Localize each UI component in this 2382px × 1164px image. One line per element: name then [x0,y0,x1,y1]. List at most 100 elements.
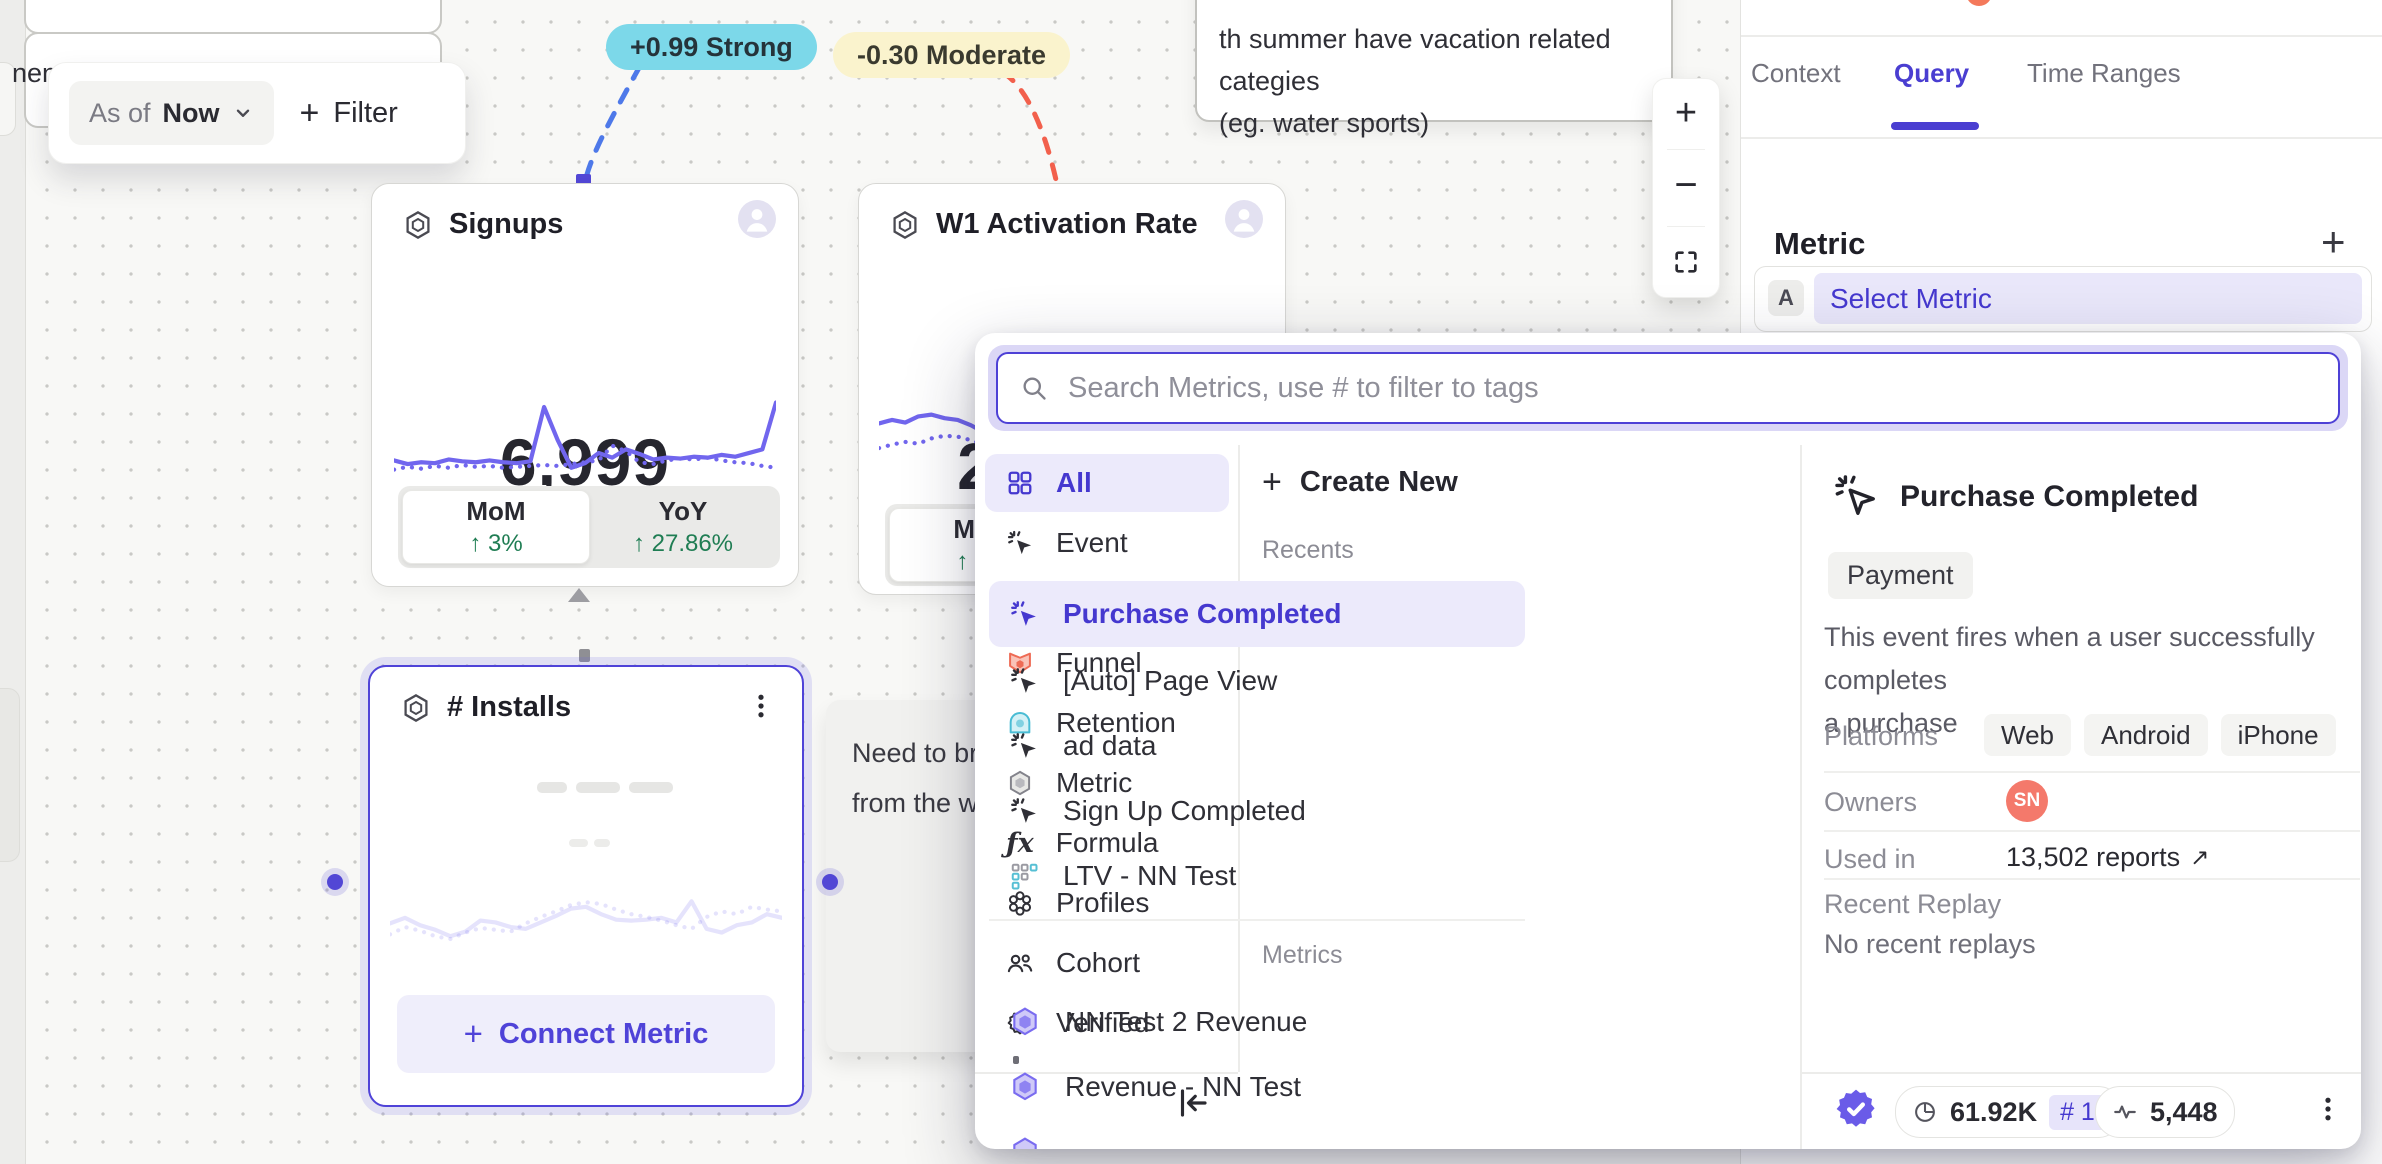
category-metric[interactable]: Metric [985,754,1229,812]
tab-query[interactable]: Query [1894,58,1970,88]
fit-view-button[interactable] [1653,227,1719,297]
recent-item-auto-page-view[interactable]: [Auto] Page View [989,648,1525,714]
metric-item-revenue-nn-test[interactable]: Revenue - NN Test [989,1054,1525,1120]
yoy-toggle[interactable]: YoY ↑ 27.86% [590,490,776,564]
category-all[interactable]: All [985,454,1229,512]
zoom-in-button[interactable]: + [1674,92,1698,135]
used-in-label: Used in [1824,844,1916,874]
gutter-handle-middle[interactable] [0,688,20,862]
category-event[interactable]: Event [985,514,1229,572]
used-in-link[interactable]: 13,502 reports ↗ [2006,842,2210,872]
detail-tag[interactable]: Payment [1828,552,1973,599]
tab-time-ranges[interactable]: Time Ranges [2027,58,2181,88]
recent-item-purchase-completed[interactable]: Purchase Completed [989,581,1525,647]
yoy-label: YoY [658,496,708,526]
create-new-button[interactable]: + Create New [1262,463,1458,502]
cohort-icon [1007,954,1033,973]
metric-letter-chip: A [1768,280,1804,316]
recent-item-sign-up-completed[interactable]: Sign Up Completed [989,778,1525,844]
metric-row[interactable]: A Select Metric [1754,266,2372,332]
select-metric-placeholder: Select Metric [1830,282,1992,314]
platform-chip-android: Android [2084,714,2208,756]
zoom-out-button[interactable]: − [1674,162,1698,207]
recents-section-label: Recents [1262,536,1354,564]
kebab-menu-icon[interactable] [746,689,776,723]
event-spark-icon [1011,668,1036,693]
formula-icon: ƒx [1006,827,1034,859]
plus-icon: + [463,1015,483,1052]
metric-picker-modal: All Event Simple Funnel Retention Metric… [975,333,2361,1149]
notification-dot [1966,0,1992,6]
zoom-controls: + − [1652,78,1720,298]
note-summer-line1: th summer have vacation related categies [1219,24,1611,96]
search-input[interactable] [1066,370,2316,406]
tab-context[interactable]: Context [1751,58,1841,88]
mom-toggle[interactable]: MoM ↑ 3% [402,490,590,564]
metric-item-nn-test-2-revenue[interactable]: NN Test 2 Revenue [989,989,1525,1055]
correlation-badge-moderate[interactable]: -0.30 Moderate [833,32,1071,78]
canvas-toolbar: As of Now + Filter [48,62,466,164]
active-tab-underline [1891,122,1979,130]
metric-search[interactable] [996,352,2340,424]
correlation-badge-strong[interactable]: +0.99 Strong [606,24,817,70]
category-cohort[interactable]: Cohort [985,934,1229,992]
grid-icon [1008,471,1032,495]
installs-card-title: # Installs [447,691,572,723]
kebab-menu-icon[interactable] [2313,1090,2343,1128]
event-spark-icon [1011,733,1036,758]
retention-icon [1009,711,1031,734]
connector-handle-left[interactable] [327,874,343,890]
signups-compare-toggle: MoM ↑ 3% YoY ↑ 27.86% [398,486,780,568]
add-metric-button[interactable]: + [2321,218,2346,265]
queries-pill[interactable]: 61.92K # 1 [1895,1086,2123,1138]
category-formula[interactable]: ƒx Formula [1006,827,1159,859]
w1-card-title: W1 Activation Rate [936,208,1198,240]
person-icon [1233,209,1255,232]
connect-metric-label: Connect Metric [498,1017,709,1050]
detail-title: Purchase Completed [1900,480,2199,513]
recent-item-ltv-nn-test[interactable]: LTV - NN Test [989,843,1525,909]
collapse-left-icon [1180,1089,1207,1117]
connect-metric-button[interactable]: + Connect Metric [397,995,775,1073]
installs-card[interactable]: # Installs + Connect Metric [368,665,804,1107]
collapse-sidebar-button[interactable] [1175,1085,1211,1121]
platform-chip-web: Web [1984,714,2071,756]
mom-delta: ↑ 3% [469,530,523,557]
hexagon-metric-icon [1013,1137,1037,1149]
note-need-line1: Need to bri [852,738,985,768]
plus-icon: + [1262,463,1282,501]
events-pill[interactable]: 5,448 [2095,1086,2235,1138]
as-of-label: As of [89,97,151,128]
as-of-dropdown[interactable]: As of Now [69,81,274,145]
event-spark-icon [1007,530,1032,555]
category-verified[interactable]: Verified [985,994,1229,1052]
avatar [1225,200,1263,238]
platform-chip-iphone: iPhone [2220,714,2336,756]
metric-item-partial[interactable] [989,1119,1525,1149]
note-card-clipped-top[interactable] [24,0,442,34]
recent-replay-label: Recent Replay [1824,889,2002,919]
owner-avatar: SN [2006,780,2048,822]
as-of-value: Now [162,97,220,128]
platforms-label: Platforms [1824,721,1939,751]
connector-handle-right[interactable] [822,874,838,890]
category-funnel[interactable]: Funnel [985,634,1229,692]
pulse-icon [2114,1105,2136,1119]
section-title: Metric [1774,226,1866,261]
verified-badge-icon[interactable] [1832,1085,1880,1133]
grid-metric-icon [1011,863,1038,890]
recent-item-ad-data[interactable]: ad data [989,713,1525,779]
category-retention[interactable]: Retention [985,694,1229,752]
note-card-summer[interactable]: th summer have vacation related categies… [1195,0,1673,138]
plus-icon: + [299,93,320,132]
category-partial-next [1013,1056,1019,1064]
select-metric-field[interactable]: Select Metric [1814,273,2362,324]
filter-button[interactable]: + Filter [300,94,398,133]
category-profiles[interactable]: Profiles [985,874,1229,932]
yoy-delta: ↑ 27.86% [632,530,734,557]
metrics-section-label: Metrics [1262,941,1343,969]
hexagon-metric-icon [1013,1007,1037,1036]
event-spark-icon [1011,601,1036,626]
